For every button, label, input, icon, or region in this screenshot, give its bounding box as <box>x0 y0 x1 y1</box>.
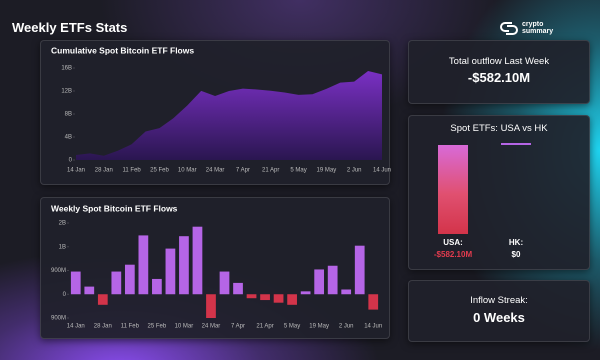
stat-value: 0 Weeks <box>473 310 525 325</box>
panel: Total outflow Last Week -$582.10M <box>408 40 590 104</box>
x-tick-label: 25 Feb <box>150 168 169 174</box>
bar <box>165 248 176 295</box>
bar <box>341 289 352 295</box>
stat-label: Spot ETFs: USA vs HK <box>450 123 548 134</box>
bar <box>192 226 203 295</box>
bar <box>124 264 135 295</box>
area <box>76 70 382 160</box>
x-tick-label: 19 May <box>317 168 337 174</box>
y-tick-label: 4B <box>65 135 72 141</box>
bar <box>354 245 365 295</box>
page-title: Weekly ETFs Stats <box>12 20 128 35</box>
bar <box>314 269 325 295</box>
hk-label: HK: <box>508 238 524 247</box>
bar <box>97 294 108 305</box>
x-tick-label: 11 Feb <box>123 168 142 174</box>
logo-icon <box>500 22 518 35</box>
chart-title: Cumulative Spot Bitcoin ETF Flows <box>51 45 194 55</box>
bar <box>138 235 149 295</box>
usa-value: -$582.10M <box>433 250 473 259</box>
x-tick-label: 14 Jan <box>67 324 85 330</box>
y-tick-label: 0 <box>69 158 73 164</box>
bar <box>219 271 230 295</box>
bar <box>368 294 379 310</box>
y-tick-label: 12B <box>61 89 72 95</box>
bar <box>246 294 257 299</box>
logo-text: summary <box>522 28 554 35</box>
y-tick-label: 8B <box>65 112 72 118</box>
x-tick-label: 24 Mar <box>206 168 225 174</box>
hk-bar <box>501 143 531 145</box>
x-tick-label: 25 Feb <box>148 324 167 330</box>
y-tick-label: 1B <box>59 244 66 250</box>
y-tick-label: 900M <box>51 268 66 274</box>
chart-title: Weekly Spot Bitcoin ETF Flows <box>51 203 178 213</box>
bar <box>179 236 189 295</box>
x-tick-label: 10 Mar <box>178 168 197 174</box>
bar <box>70 271 81 295</box>
logo-text: crypto <box>522 21 544 28</box>
x-tick-label: 5 May <box>290 168 306 174</box>
bar <box>233 282 243 295</box>
x-tick-label: 21 Apr <box>262 168 279 174</box>
y-tick-label: 0 <box>63 292 67 298</box>
bar <box>152 278 162 295</box>
x-tick-label: 24 Mar <box>202 324 221 330</box>
usa-bar <box>438 145 468 234</box>
x-tick-label: 2 Jun <box>339 324 354 330</box>
stat-value: -$582.10M <box>467 70 531 85</box>
x-tick-label: 2 Jun <box>347 168 362 174</box>
x-tick-label: 14 Jan <box>67 168 85 174</box>
x-tick-label: 14 Jun <box>373 168 391 174</box>
hk-value: $0 <box>511 250 521 259</box>
x-tick-label: 28 Jan <box>94 324 112 330</box>
stat-label: Total outflow Last Week <box>448 56 550 67</box>
logo: crypto summary <box>500 20 553 36</box>
x-tick-label: 5 May <box>284 324 300 330</box>
x-tick-label: 28 Jan <box>95 168 113 174</box>
stat-label: Inflow Streak: <box>470 295 528 306</box>
bar <box>300 291 311 295</box>
x-tick-label: 14 Jun <box>364 324 382 330</box>
x-tick-label: 11 Feb <box>121 324 140 330</box>
panel: Spot ETFs: USA vs HK USA: -$582.10M HK: … <box>408 115 590 270</box>
bar <box>273 294 284 303</box>
bar <box>206 294 216 318</box>
bar <box>111 271 122 295</box>
usa-label: USA: <box>443 238 463 247</box>
bar <box>287 294 297 305</box>
y-tick-label: 900M <box>51 316 66 322</box>
x-tick-label: 19 May <box>309 324 329 330</box>
panel: Inflow Streak: 0 Weeks <box>408 280 590 342</box>
bar <box>327 265 338 295</box>
y-tick-label: 16B <box>61 66 72 72</box>
x-tick-label: 10 Mar <box>175 324 194 330</box>
x-tick-label: 21 Apr <box>256 324 273 330</box>
bar <box>84 286 95 295</box>
y-tick-label: 2B <box>59 221 66 227</box>
x-tick-label: 7 Apr <box>231 324 245 330</box>
x-tick-label: 7 Apr <box>236 168 250 174</box>
bar <box>260 294 270 301</box>
